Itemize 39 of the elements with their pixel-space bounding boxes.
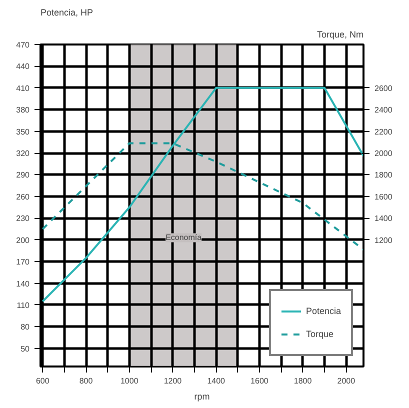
y-axis-title: Potencia, HP <box>40 8 94 18</box>
x-tick-label: 1800 <box>294 376 312 386</box>
y-tick-label: 410 <box>16 84 30 93</box>
y-tick-label: 290 <box>16 170 30 180</box>
y-tick-label: 470 <box>16 40 30 50</box>
y-tick-label: 140 <box>16 279 30 288</box>
band-label: Economía <box>166 233 202 242</box>
y2-tick-label: 1200 <box>374 236 393 245</box>
y-tick-label: 320 <box>16 149 30 158</box>
x-tick-label: 800 <box>79 376 94 386</box>
legend-label: Torque <box>306 329 334 339</box>
y-tick-label: 230 <box>16 214 30 224</box>
x-tick-label: 600 <box>36 376 50 386</box>
y-tick-label: 350 <box>16 127 30 136</box>
y2-tick-label: 2200 <box>374 127 393 136</box>
y-tick-label: 200 <box>16 236 30 245</box>
x-tick-label: 1200 <box>164 376 182 386</box>
y2-tick-label: 1600 <box>374 192 393 202</box>
line-series <box>42 142 364 251</box>
y-tick-label: 110 <box>16 300 30 310</box>
y2-axis-title: Torque, Nm <box>316 30 364 40</box>
x-tick-label: 2000 <box>337 376 356 386</box>
y2-tick-label: 2600 <box>374 84 393 93</box>
y-tick-label: 170 <box>16 258 30 267</box>
y2-tick-label: 2000 <box>374 149 393 158</box>
line-series <box>42 86 364 302</box>
x-tick-label: 1400 <box>207 376 226 386</box>
y-tick-label: 50 <box>20 344 30 354</box>
x-axis-title: rpm <box>194 392 210 402</box>
y2-tick-label: 2400 <box>374 106 393 115</box>
y-tick-label: 260 <box>16 192 30 202</box>
y2-tick-label: 1800 <box>374 170 393 180</box>
x-tick-label: 1600 <box>250 376 269 386</box>
legend-label: Potencia <box>306 306 341 316</box>
y-tick-label: 80 <box>20 322 30 332</box>
x-tick-label: 1000 <box>120 376 139 386</box>
y-tick-label: 440 <box>16 62 30 72</box>
y2-tick-label: 1400 <box>374 214 393 224</box>
y-tick-label: 380 <box>16 106 30 115</box>
